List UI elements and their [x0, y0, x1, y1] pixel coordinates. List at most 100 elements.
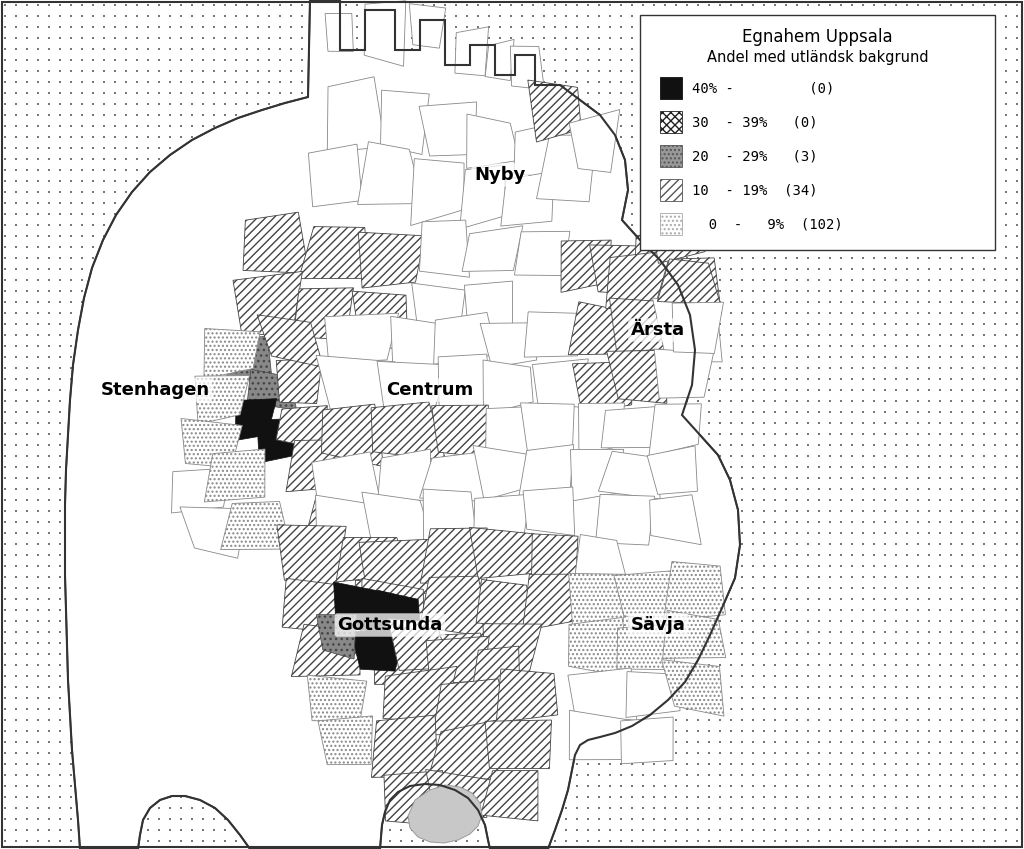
Polygon shape — [568, 617, 632, 678]
Polygon shape — [308, 144, 362, 207]
Polygon shape — [220, 502, 291, 549]
Polygon shape — [378, 449, 431, 500]
Polygon shape — [419, 102, 476, 156]
Polygon shape — [257, 315, 324, 368]
Polygon shape — [471, 646, 520, 695]
Polygon shape — [65, 0, 740, 849]
Polygon shape — [429, 720, 499, 779]
Polygon shape — [294, 288, 353, 339]
Polygon shape — [292, 624, 360, 677]
Polygon shape — [574, 584, 630, 632]
Polygon shape — [626, 672, 680, 717]
Text: Egnahem Uppsala: Egnahem Uppsala — [742, 28, 893, 46]
Polygon shape — [421, 528, 487, 583]
Polygon shape — [374, 626, 436, 684]
Polygon shape — [233, 272, 302, 335]
Polygon shape — [357, 142, 423, 205]
Polygon shape — [501, 171, 554, 226]
Polygon shape — [171, 468, 230, 513]
Polygon shape — [283, 578, 355, 634]
Polygon shape — [467, 114, 519, 168]
Polygon shape — [649, 495, 701, 545]
Polygon shape — [438, 354, 490, 412]
Polygon shape — [316, 615, 356, 659]
Polygon shape — [664, 561, 725, 621]
Bar — [660, 179, 682, 201]
Polygon shape — [652, 298, 722, 362]
Text: 0  -   9%  (102): 0 - 9% (102) — [692, 217, 843, 231]
Text: Sävja: Sävja — [631, 616, 685, 634]
Polygon shape — [432, 633, 492, 682]
Polygon shape — [483, 624, 542, 682]
Polygon shape — [411, 159, 464, 226]
Text: 10  - 19%  (34): 10 - 19% (34) — [692, 183, 817, 197]
Text: Andel med utländsk bakgrund: Andel med utländsk bakgrund — [707, 49, 929, 65]
Polygon shape — [662, 660, 724, 716]
Polygon shape — [596, 494, 654, 545]
Polygon shape — [455, 27, 488, 76]
Polygon shape — [371, 402, 445, 460]
Polygon shape — [654, 349, 714, 398]
Polygon shape — [226, 336, 272, 380]
Polygon shape — [663, 610, 726, 658]
Polygon shape — [433, 312, 497, 364]
Polygon shape — [372, 715, 437, 778]
Polygon shape — [462, 226, 523, 272]
Polygon shape — [568, 301, 626, 355]
Polygon shape — [420, 451, 490, 502]
Polygon shape — [598, 452, 660, 499]
Polygon shape — [485, 39, 514, 81]
Bar — [640, 15, 995, 250]
Polygon shape — [257, 419, 299, 463]
Polygon shape — [180, 507, 247, 559]
Polygon shape — [383, 666, 457, 723]
Text: Gottsunda: Gottsunda — [337, 616, 442, 634]
Polygon shape — [614, 571, 681, 626]
Polygon shape — [195, 375, 250, 424]
Polygon shape — [420, 220, 469, 278]
Polygon shape — [181, 419, 243, 468]
Polygon shape — [569, 711, 639, 760]
Polygon shape — [420, 576, 493, 638]
Polygon shape — [412, 283, 465, 336]
Polygon shape — [315, 495, 376, 549]
Text: Centrum: Centrum — [386, 381, 474, 399]
Polygon shape — [276, 525, 346, 585]
Polygon shape — [361, 578, 424, 644]
Polygon shape — [243, 212, 309, 273]
Polygon shape — [522, 574, 581, 631]
Polygon shape — [316, 356, 395, 420]
Polygon shape — [384, 771, 442, 825]
Polygon shape — [408, 785, 482, 843]
Polygon shape — [307, 486, 374, 531]
Polygon shape — [649, 404, 701, 456]
Polygon shape — [485, 406, 540, 456]
Polygon shape — [276, 406, 328, 450]
Polygon shape — [311, 452, 382, 512]
Polygon shape — [532, 359, 589, 408]
Polygon shape — [352, 291, 408, 351]
Polygon shape — [328, 76, 385, 152]
Polygon shape — [527, 80, 581, 142]
Polygon shape — [426, 636, 489, 684]
Polygon shape — [365, 1, 406, 66]
Polygon shape — [523, 487, 574, 536]
Polygon shape — [635, 233, 688, 295]
Polygon shape — [286, 440, 352, 492]
Text: Nyby: Nyby — [474, 166, 525, 184]
Polygon shape — [609, 298, 676, 351]
Polygon shape — [574, 535, 626, 582]
Polygon shape — [307, 675, 367, 722]
Polygon shape — [322, 404, 384, 467]
Polygon shape — [276, 358, 323, 403]
Polygon shape — [318, 716, 373, 765]
Polygon shape — [381, 90, 429, 155]
Polygon shape — [537, 135, 596, 202]
Polygon shape — [568, 573, 632, 626]
Polygon shape — [621, 717, 673, 764]
Polygon shape — [657, 259, 720, 304]
Polygon shape — [361, 492, 433, 550]
Polygon shape — [358, 232, 425, 288]
Polygon shape — [325, 14, 353, 52]
Text: 30  - 39%   (0): 30 - 39% (0) — [692, 115, 817, 129]
